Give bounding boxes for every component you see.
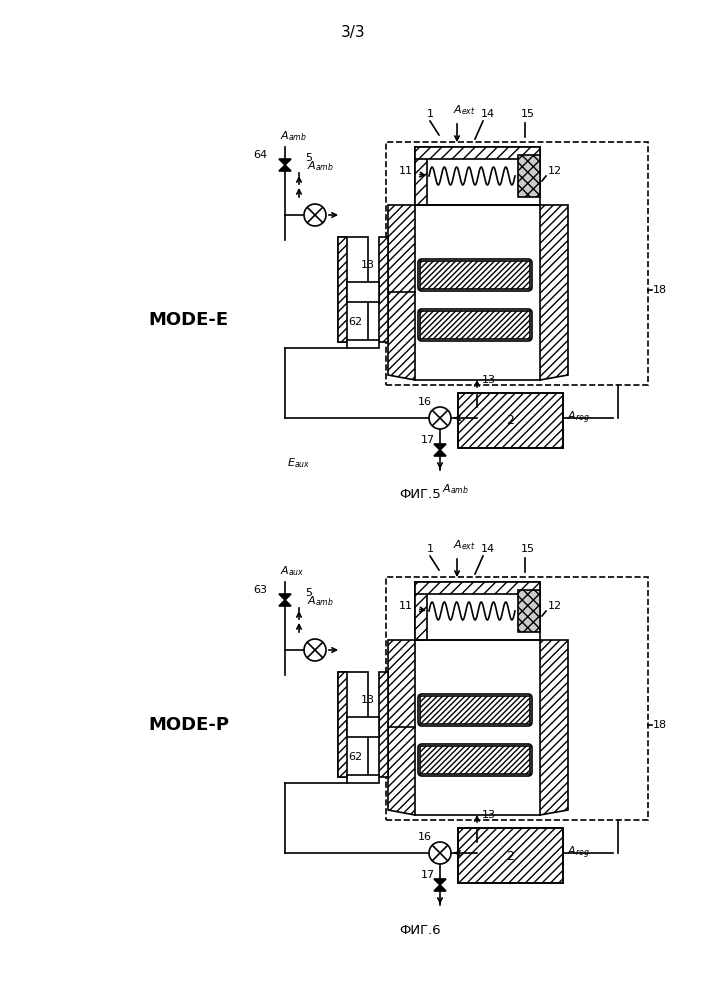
Text: 63: 63: [253, 585, 267, 595]
Polygon shape: [434, 879, 446, 885]
Polygon shape: [434, 444, 446, 450]
Bar: [415, 147, 540, 159]
Bar: [379, 672, 388, 777]
Polygon shape: [279, 165, 291, 171]
Text: 17: 17: [421, 870, 435, 880]
Text: 62: 62: [348, 317, 362, 327]
Text: $A_{amb}$: $A_{amb}$: [307, 159, 334, 173]
Circle shape: [304, 204, 326, 226]
Text: 13: 13: [482, 375, 496, 385]
Bar: [415, 147, 427, 205]
Text: 2: 2: [506, 850, 514, 862]
Bar: [415, 582, 540, 594]
Polygon shape: [279, 594, 291, 600]
Polygon shape: [388, 640, 415, 815]
Text: 15: 15: [521, 109, 535, 119]
Text: $A_{amb}$: $A_{amb}$: [442, 482, 469, 496]
Polygon shape: [388, 205, 415, 380]
Bar: [458, 828, 563, 883]
Bar: [415, 582, 540, 640]
Bar: [347, 282, 379, 302]
Bar: [420, 311, 530, 339]
Text: 5: 5: [305, 153, 312, 163]
Bar: [458, 828, 563, 883]
Bar: [338, 237, 368, 342]
Text: 16: 16: [418, 832, 432, 842]
Bar: [420, 696, 530, 724]
Text: 11: 11: [399, 166, 413, 176]
Polygon shape: [434, 450, 446, 456]
Bar: [379, 237, 388, 342]
Bar: [386, 142, 648, 385]
Bar: [415, 582, 427, 640]
Text: 62: 62: [348, 752, 362, 762]
Text: 5: 5: [305, 588, 312, 598]
Text: 12: 12: [548, 601, 562, 611]
Text: 2: 2: [506, 414, 514, 428]
Text: $A_{ext}$: $A_{ext}$: [453, 538, 476, 552]
Text: $A_{reg}$: $A_{reg}$: [567, 410, 590, 426]
Circle shape: [304, 639, 326, 661]
Text: 13: 13: [361, 260, 375, 270]
Bar: [338, 672, 368, 777]
Bar: [338, 237, 347, 342]
Polygon shape: [279, 600, 291, 606]
Text: 16: 16: [418, 397, 432, 407]
Polygon shape: [279, 159, 291, 165]
Bar: [347, 717, 379, 737]
Text: $A_{amb}$: $A_{amb}$: [307, 594, 334, 608]
Text: ФИГ.6: ФИГ.6: [399, 924, 441, 936]
Polygon shape: [540, 640, 568, 815]
Text: MODE-E: MODE-E: [148, 311, 228, 329]
Text: $A_{ext}$: $A_{ext}$: [453, 103, 476, 117]
Text: 3/3: 3/3: [341, 24, 365, 39]
Text: ФИГ.5: ФИГ.5: [399, 488, 441, 502]
Polygon shape: [540, 205, 568, 380]
Text: MODE-P: MODE-P: [148, 716, 229, 734]
Text: 11: 11: [399, 601, 413, 611]
Text: $A_{amb}$: $A_{amb}$: [280, 129, 307, 143]
Text: 18: 18: [653, 285, 667, 295]
Text: $E_{aux}$: $E_{aux}$: [287, 456, 311, 470]
Bar: [458, 393, 563, 448]
Text: 12: 12: [548, 166, 562, 176]
Bar: [458, 393, 563, 448]
Text: 13: 13: [482, 810, 496, 820]
Text: 14: 14: [481, 109, 495, 119]
Text: 18: 18: [653, 720, 667, 730]
Bar: [420, 261, 530, 289]
Text: $A_{aux}$: $A_{aux}$: [280, 564, 304, 578]
Bar: [415, 147, 540, 205]
Bar: [347, 775, 379, 783]
Circle shape: [429, 842, 451, 864]
Text: 1: 1: [427, 109, 434, 119]
Bar: [347, 340, 379, 348]
Text: 1: 1: [427, 544, 434, 554]
Text: 15: 15: [521, 544, 535, 554]
Text: 64: 64: [253, 150, 267, 160]
Circle shape: [429, 407, 451, 429]
Text: 17: 17: [421, 435, 435, 445]
Text: $A_{reg}$: $A_{reg}$: [567, 845, 590, 861]
Bar: [518, 590, 540, 632]
Bar: [518, 155, 540, 197]
Bar: [386, 577, 648, 820]
Text: 13: 13: [361, 695, 375, 705]
Polygon shape: [434, 885, 446, 891]
Bar: [420, 746, 530, 774]
Text: 14: 14: [481, 544, 495, 554]
Bar: [338, 672, 347, 777]
